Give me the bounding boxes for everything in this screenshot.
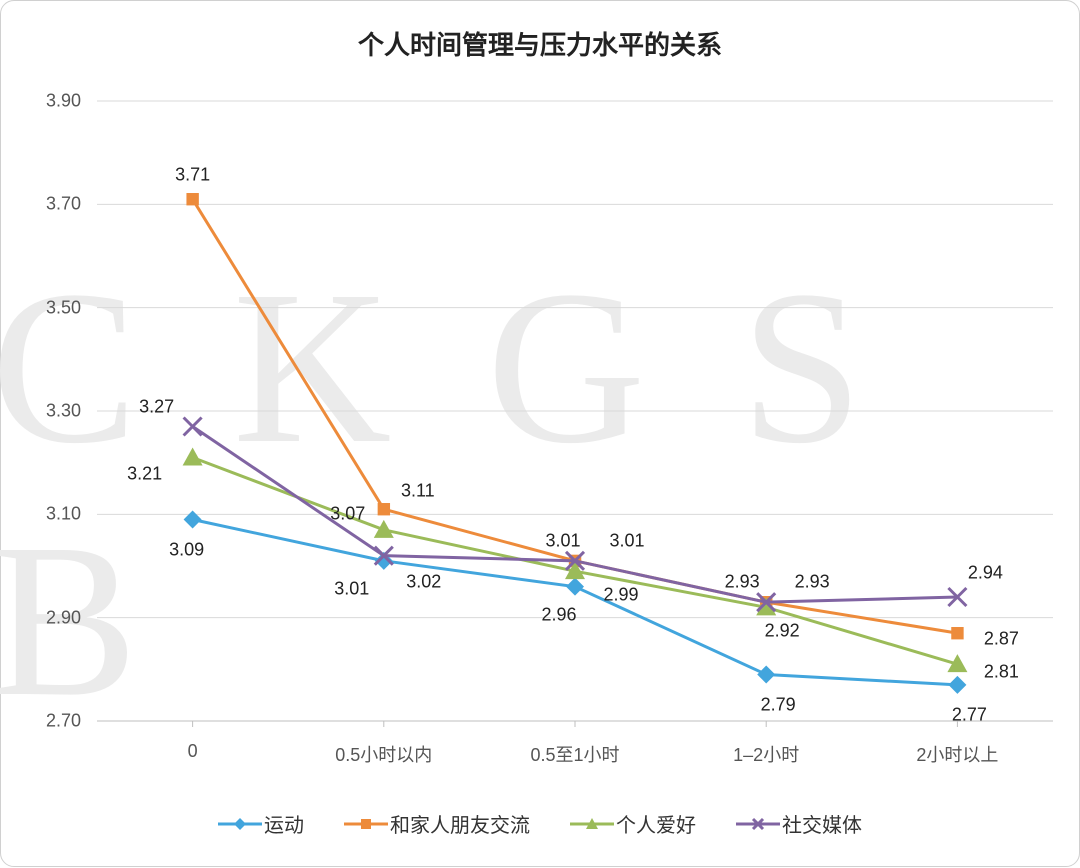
- data-point-label: 2.87: [984, 629, 1019, 650]
- data-point-label: 2.79: [761, 694, 796, 715]
- legend-item: 社交媒体: [736, 809, 862, 838]
- legend-swatch: [218, 814, 262, 834]
- legend-item: 和家人朋友交流: [344, 809, 530, 838]
- x-tick-label: 0.5至1小时: [530, 741, 619, 767]
- data-point-label: 3.27: [139, 396, 174, 417]
- legend: 运动 和家人朋友交流 个人爱好 社交媒体: [1, 809, 1079, 838]
- y-tick-label: 3.70: [31, 194, 81, 215]
- y-tick-label: 3.30: [31, 401, 81, 422]
- legend-swatch: [344, 814, 388, 834]
- data-point-label: 2.92: [765, 621, 800, 642]
- x-tick-label: 1–2小时: [733, 741, 799, 767]
- data-point-label: 2.99: [603, 585, 638, 606]
- legend-item: 运动: [218, 809, 304, 838]
- legend-item: 个人爱好: [570, 809, 696, 838]
- y-tick-label: 2.70: [31, 711, 81, 732]
- legend-swatch: [736, 814, 780, 834]
- legend-label: 和家人朋友交流: [390, 809, 530, 838]
- data-point-label: 2.77: [952, 704, 987, 725]
- y-tick-label: 3.50: [31, 297, 81, 318]
- y-tick-label: 3.10: [31, 504, 81, 525]
- legend-swatch: [570, 814, 614, 834]
- data-point-label: 3.21: [127, 463, 162, 484]
- data-point-label: 2.96: [541, 604, 576, 625]
- chart-container: 个人时间管理与压力水平的关系 C K G S B 00.5小时以内0.5至1小时…: [0, 0, 1080, 867]
- data-point-label: 2.93: [795, 572, 830, 593]
- data-point-label: 3.02: [406, 571, 441, 592]
- y-tick-label: 2.90: [31, 607, 81, 628]
- data-point-label: 3.09: [169, 539, 204, 560]
- plot-area: [1, 1, 1080, 868]
- x-tick-label: 0: [188, 741, 198, 762]
- data-point-label: 3.11: [401, 481, 435, 502]
- x-tick-label: 2小时以上: [916, 741, 998, 767]
- data-point-label: 3.01: [334, 578, 369, 599]
- data-point-label: 3.71: [175, 165, 210, 186]
- x-tick-label: 0.5小时以内: [335, 741, 432, 767]
- data-point-label: 2.94: [968, 563, 1003, 584]
- legend-label: 运动: [264, 809, 304, 838]
- legend-label: 社交媒体: [782, 809, 862, 838]
- data-point-label: 3.07: [330, 503, 365, 524]
- data-point-label: 2.93: [725, 572, 760, 593]
- y-tick-label: 3.90: [31, 91, 81, 112]
- data-point-label: 2.81: [984, 662, 1019, 683]
- data-point-label: 3.01: [609, 530, 644, 551]
- legend-label: 个人爱好: [616, 809, 696, 838]
- data-point-label: 3.01: [545, 530, 580, 551]
